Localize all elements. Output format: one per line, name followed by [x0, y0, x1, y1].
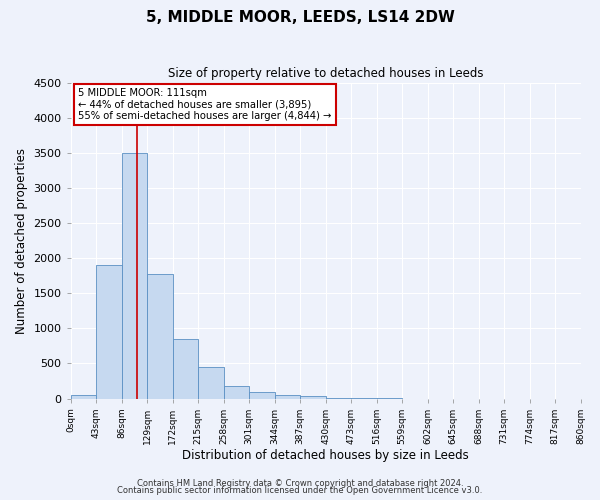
- Text: 5, MIDDLE MOOR, LEEDS, LS14 2DW: 5, MIDDLE MOOR, LEEDS, LS14 2DW: [146, 10, 454, 25]
- Title: Size of property relative to detached houses in Leeds: Size of property relative to detached ho…: [168, 68, 484, 80]
- Bar: [249, 392, 275, 398]
- Bar: [300, 396, 326, 398]
- Bar: [275, 394, 300, 398]
- Bar: [224, 386, 249, 398]
- Bar: [147, 274, 173, 398]
- Text: 5 MIDDLE MOOR: 111sqm
← 44% of detached houses are smaller (3,895)
55% of semi-d: 5 MIDDLE MOOR: 111sqm ← 44% of detached …: [79, 88, 332, 121]
- Bar: [71, 395, 96, 398]
- Bar: [122, 153, 147, 398]
- Bar: [198, 367, 224, 398]
- X-axis label: Distribution of detached houses by size in Leeds: Distribution of detached houses by size …: [182, 450, 469, 462]
- Bar: [96, 266, 122, 398]
- Text: Contains HM Land Registry data © Crown copyright and database right 2024.: Contains HM Land Registry data © Crown c…: [137, 478, 463, 488]
- Text: Contains public sector information licensed under the Open Government Licence v3: Contains public sector information licen…: [118, 486, 482, 495]
- Bar: [173, 339, 198, 398]
- Y-axis label: Number of detached properties: Number of detached properties: [15, 148, 28, 334]
